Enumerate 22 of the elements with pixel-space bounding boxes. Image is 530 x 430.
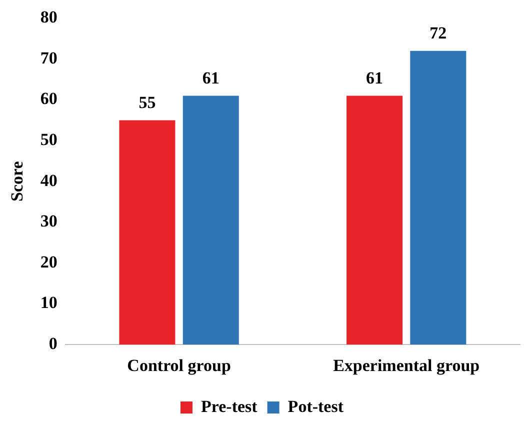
- legend-label: Pre-test: [201, 396, 258, 416]
- bar: [182, 96, 239, 345]
- y-tick-label: 40: [40, 170, 58, 190]
- legend-label: Pot-test: [288, 396, 344, 416]
- data-label: 61: [366, 68, 384, 88]
- y-tick-label: 60: [40, 89, 58, 108]
- y-tick-label: 20: [40, 252, 58, 272]
- data-label: 72: [430, 24, 447, 43]
- y-axis-title: Score: [8, 160, 27, 202]
- data-label: 55: [138, 93, 156, 112]
- bar: [119, 120, 176, 345]
- y-tick-label: 50: [40, 130, 58, 149]
- x-tick-label: Experimental group: [333, 356, 480, 376]
- y-tick-label: 70: [40, 48, 58, 68]
- bar: [410, 50, 466, 345]
- y-tick-label: 80: [40, 8, 58, 27]
- data-label: 61: [202, 68, 220, 88]
- y-tick-label: 0: [48, 334, 58, 353]
- x-tick-label: Control group: [127, 356, 231, 376]
- bar: [346, 96, 403, 345]
- y-tick-label: 10: [40, 293, 58, 312]
- y-tick-label: 30: [40, 212, 58, 231]
